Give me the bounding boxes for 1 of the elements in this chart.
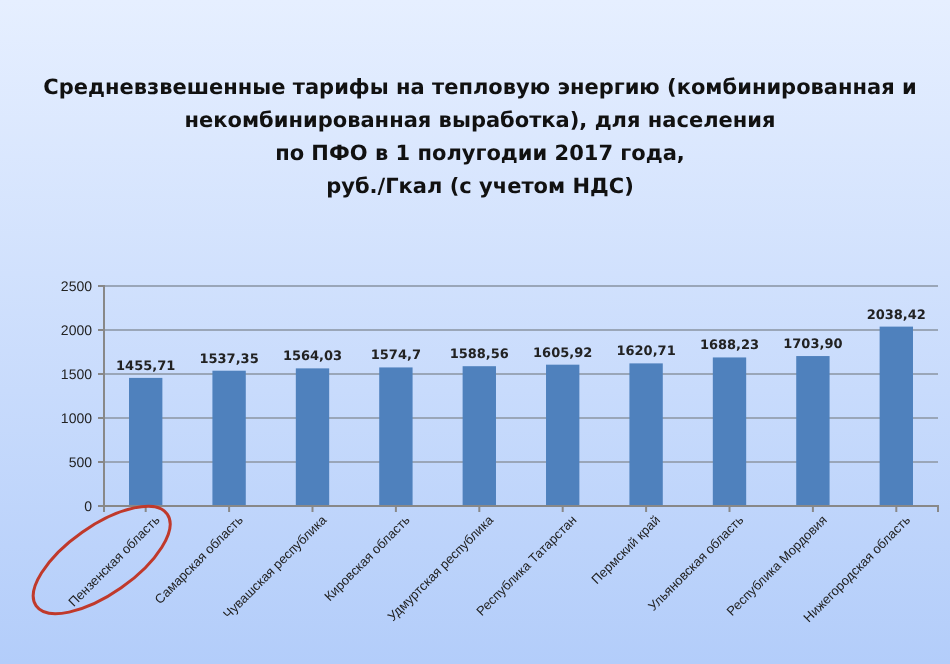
chart-title: Средневзвешенные тарифы на тепловую энергию (комбинированная и некомбинированная выработка), для населения по ПФО в 1 полугодии 2017 года, руб./Гкал (с учетом НДС)	[43, 76, 917, 199]
